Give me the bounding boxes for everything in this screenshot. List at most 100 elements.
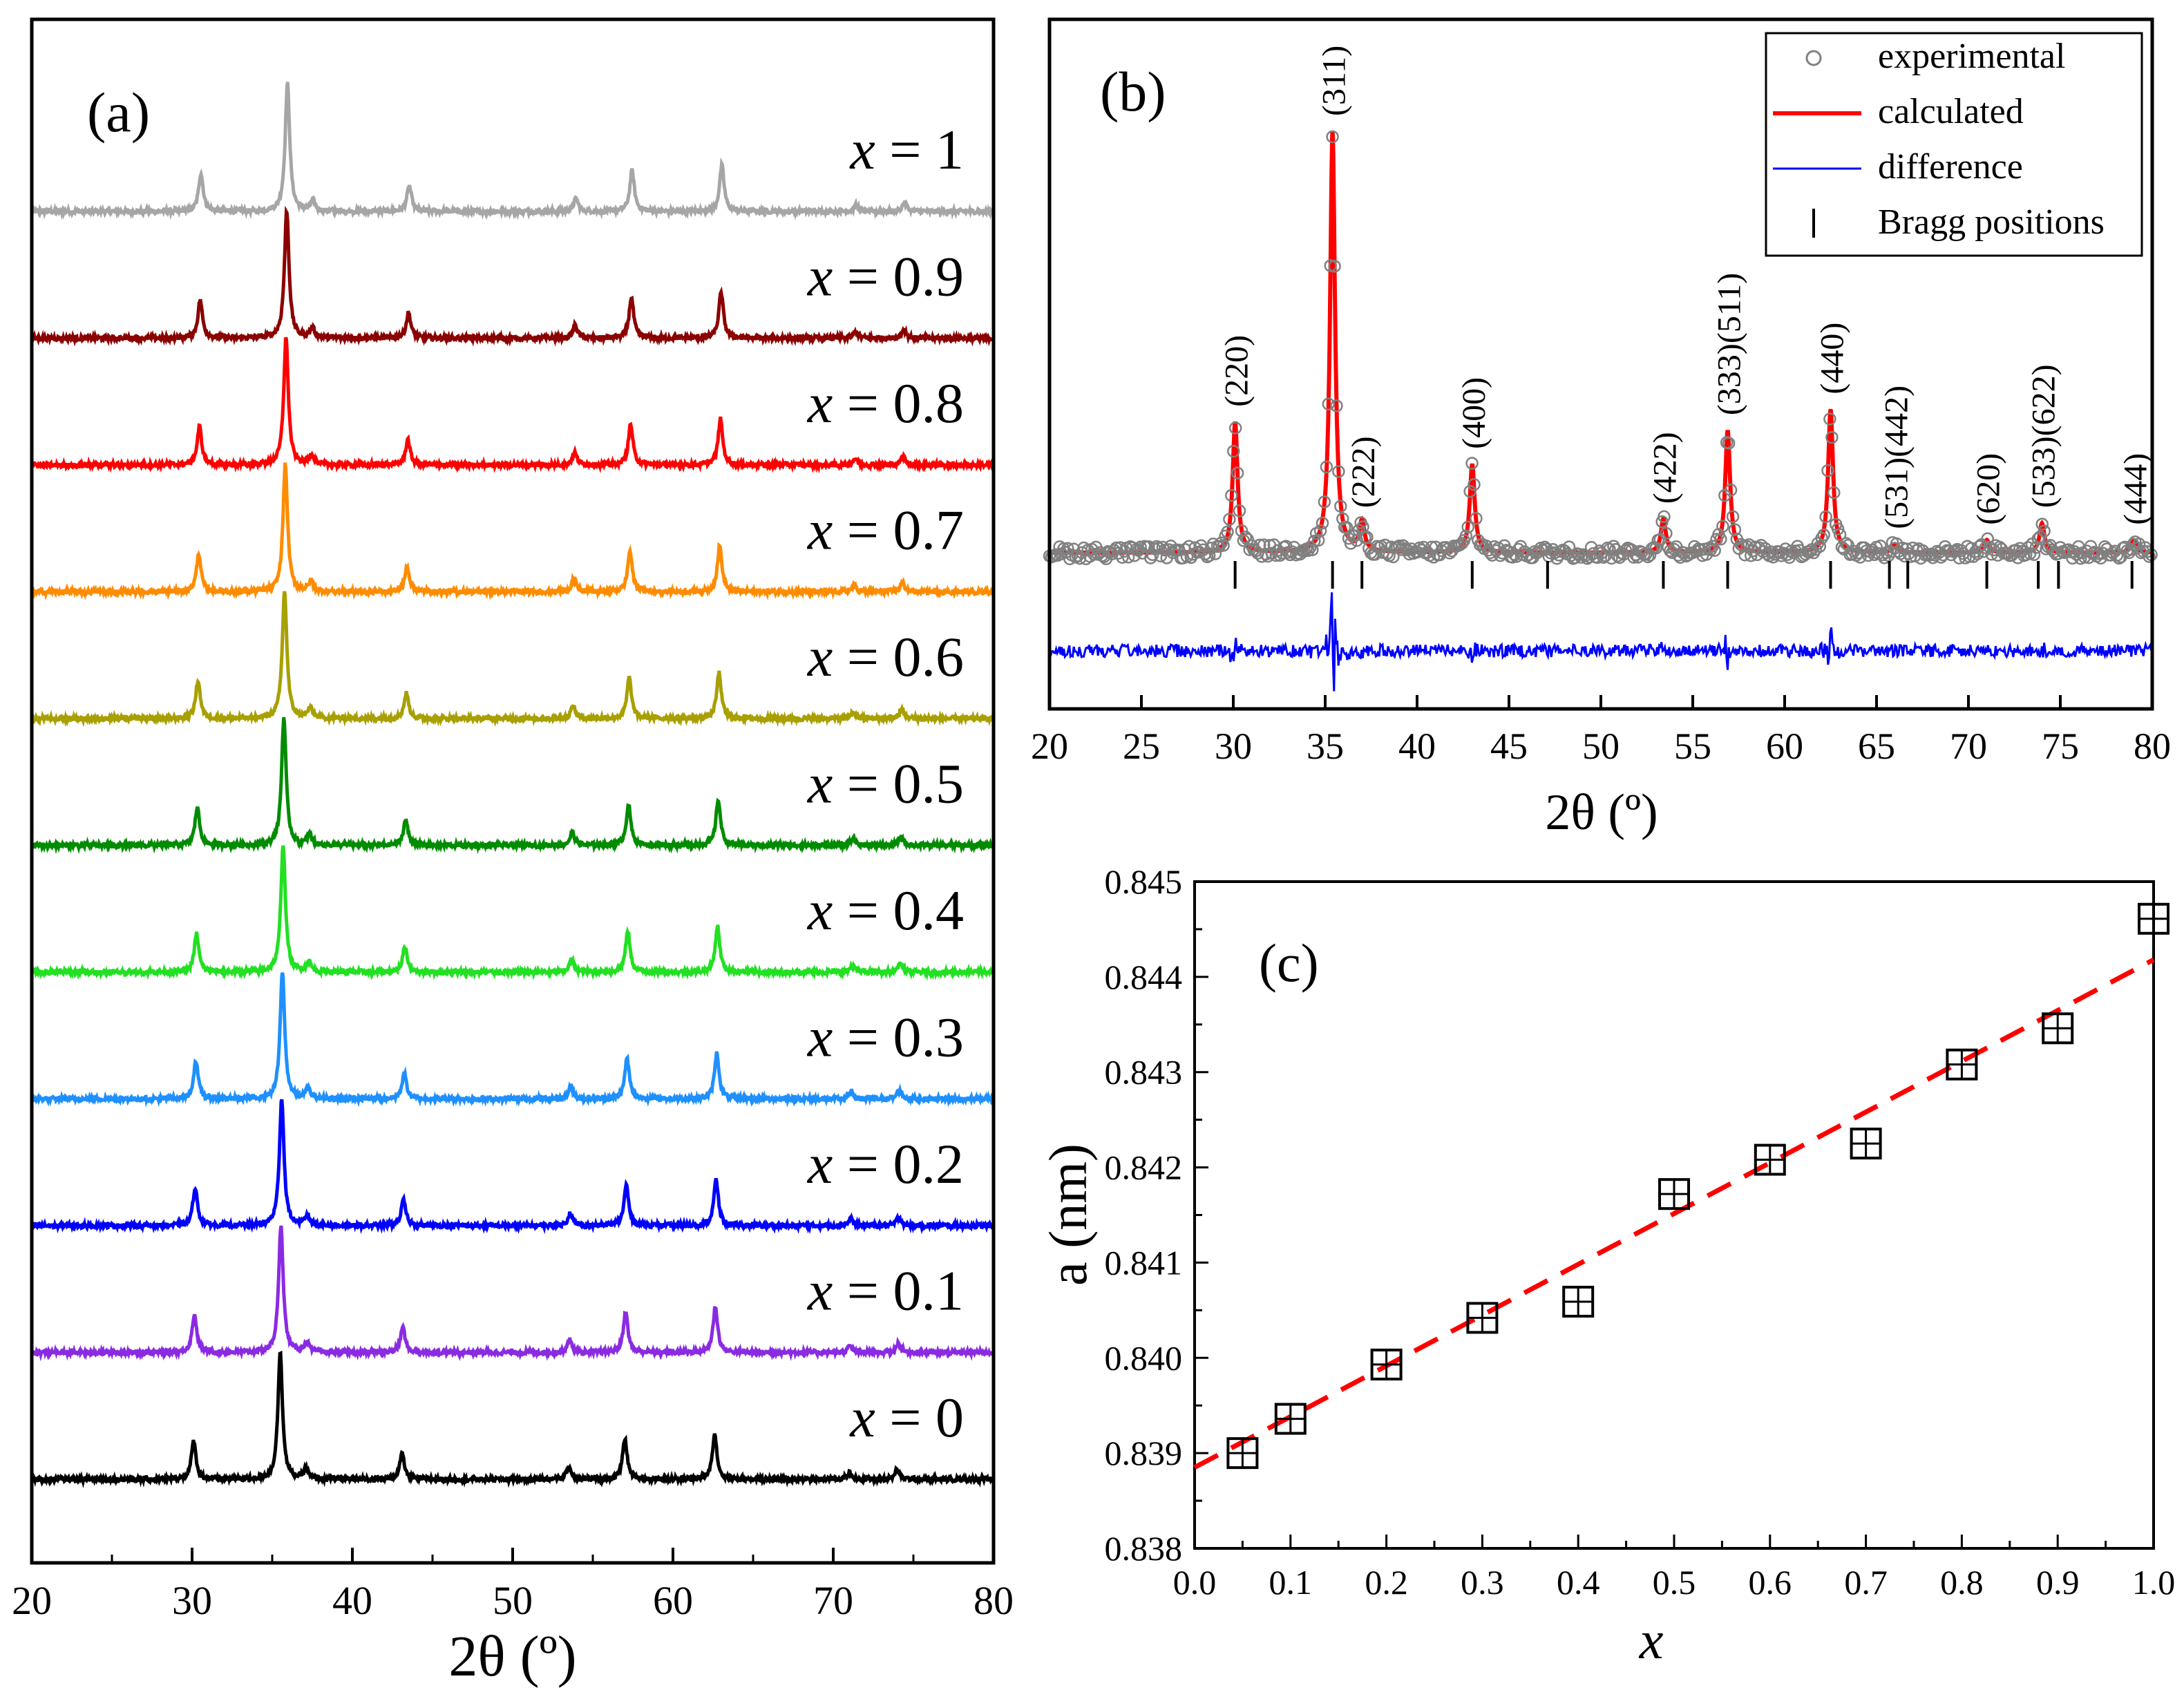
hkl-label: (333)(511) bbox=[1711, 273, 1748, 415]
data-point bbox=[1850, 1128, 1882, 1160]
xrd-trace bbox=[30, 591, 995, 728]
experimental-point bbox=[1781, 548, 1794, 561]
experimental-point bbox=[1156, 540, 1170, 554]
experimental-point bbox=[1825, 430, 1839, 444]
experimental-point bbox=[1453, 538, 1467, 551]
hkl-label: (531)(442) bbox=[1879, 386, 1915, 529]
experimental-point bbox=[1468, 478, 1481, 491]
experimental-point bbox=[1839, 537, 1853, 550]
data-point bbox=[1370, 1348, 1403, 1380]
panel-a-series-labels: x = 1 x = 0.9 x = 0.8 x = 0.7 x = 0.6 x = 0.5… bbox=[807, 118, 964, 1449]
data-point bbox=[2138, 902, 2169, 935]
panel-a-xrd-stack: 20 30 40 50 60 70 80 (a) x = 1x = 0.9x = 0.8x … bbox=[12, 17, 1014, 1689]
panel-c-ytick-label: 0.840 bbox=[1105, 1338, 1183, 1377]
legend-label: difference bbox=[1878, 147, 2023, 187]
data-point bbox=[1946, 1048, 1978, 1081]
hkl-label: (220) bbox=[1219, 335, 1255, 407]
series-label: x = 0 bbox=[849, 1386, 964, 1449]
panel-b-experimental-points bbox=[1043, 130, 2158, 566]
panel-c-ytick-label: 0.842 bbox=[1105, 1148, 1183, 1187]
experimental-point bbox=[1734, 538, 1747, 551]
experimental-point bbox=[1217, 539, 1230, 552]
panel-b-xtick-label: 35 bbox=[1307, 725, 1344, 767]
difference-line bbox=[1048, 592, 2152, 692]
panel-b-xtick-label: 75 bbox=[2042, 725, 2079, 767]
experimental-point bbox=[1823, 412, 1836, 426]
panel-c-xtick-label: 0.4 bbox=[1557, 1563, 1600, 1602]
panel-c-ytick-label: 0.844 bbox=[1105, 958, 1183, 996]
xrd-trace bbox=[30, 1350, 994, 1489]
experimental-point bbox=[1328, 260, 1341, 273]
legend-label: experimental bbox=[1878, 37, 2065, 76]
experimental-point bbox=[1311, 533, 1325, 547]
panel-c-ytick-label: 0.841 bbox=[1105, 1243, 1183, 1282]
series-label: x = 0.8 bbox=[807, 372, 964, 435]
data-point bbox=[1658, 1178, 1690, 1210]
experimental-point bbox=[1461, 520, 1474, 534]
experimental-point bbox=[2040, 542, 2053, 556]
series-label: x = 0.9 bbox=[807, 245, 964, 308]
experimental-point bbox=[2038, 524, 2051, 538]
panel-c-xtick-label: 0.6 bbox=[1749, 1563, 1792, 1602]
panel-c-ticks: 0.0 0.1 0.2 0.3 0.4 0.5 0.6 0.7 0.8 0.9 1.0 0.838 0.… bbox=[1105, 862, 2176, 1602]
experimental-point bbox=[1833, 528, 1847, 542]
panel-c-xtick-label: 0.5 bbox=[1653, 1563, 1696, 1602]
panel-a-label: (a) bbox=[87, 81, 150, 144]
hkl-label: (444) bbox=[2117, 453, 2154, 525]
series-label: x = 0.5 bbox=[807, 752, 964, 815]
hkl-label: (440) bbox=[1814, 323, 1851, 395]
data-point bbox=[1226, 1437, 1259, 1470]
experimental-point bbox=[2027, 548, 2041, 561]
panel-c-data-points bbox=[1226, 902, 2169, 1470]
data-point bbox=[2042, 1012, 2074, 1045]
series-label: x = 0.4 bbox=[807, 879, 964, 942]
panel-c-xtick-label: 0.3 bbox=[1461, 1563, 1504, 1602]
experimental-point bbox=[1599, 549, 1612, 562]
series-label: x = 0.6 bbox=[807, 625, 964, 688]
panel-a-xlabel: 2θ (º) bbox=[448, 1624, 576, 1689]
panel-b-xlabel: 2θ (º) bbox=[1545, 784, 1658, 841]
hkl-label: (400) bbox=[1456, 377, 1492, 449]
experimental-point bbox=[1774, 549, 1788, 562]
experimental-point bbox=[1716, 520, 1729, 533]
panel-c-ytick-label: 0.838 bbox=[1105, 1529, 1183, 1568]
experimental-point bbox=[1728, 523, 1742, 536]
experimental-point bbox=[1318, 495, 1331, 509]
experimental-point bbox=[1221, 525, 1234, 539]
panel-b-xtick-label: 65 bbox=[1858, 725, 1895, 767]
experimental-point bbox=[1324, 259, 1337, 272]
experimental-point bbox=[1071, 549, 1085, 562]
panel-a-xtick-label: 60 bbox=[653, 1578, 693, 1623]
panel-c-label: (c) bbox=[1259, 933, 1319, 993]
experimental-point bbox=[2132, 538, 2146, 551]
series-label: x = 0.2 bbox=[807, 1132, 964, 1195]
hkl-label: (311) bbox=[1316, 46, 1353, 116]
panel-c-xtick-label: 0.9 bbox=[2036, 1563, 2080, 1602]
panel-b-xtick-label: 80 bbox=[2134, 725, 2171, 767]
experimental-point bbox=[1562, 540, 1576, 553]
panel-b-bragg-ticks bbox=[1233, 561, 2134, 589]
panel-b-legend-box bbox=[1765, 32, 2143, 257]
experimental-point bbox=[2143, 550, 2156, 563]
panel-a-xtick-label: 50 bbox=[493, 1578, 533, 1623]
panel-b-refinement: (220) (311) (222) (400) (422) (333)(511) (440)… bbox=[1031, 17, 2171, 841]
panel-b-xtick-label: 20 bbox=[1031, 725, 1068, 767]
experimental-point bbox=[1455, 537, 1469, 550]
experimental-point bbox=[1208, 547, 1222, 560]
experimental-point bbox=[1239, 531, 1253, 544]
experimental-point bbox=[1223, 513, 1236, 526]
experimental-point bbox=[2096, 547, 2109, 560]
experimental-point bbox=[1459, 529, 1473, 543]
xrd-trace bbox=[30, 205, 994, 347]
panel-b-xtick-label: 25 bbox=[1123, 725, 1160, 767]
experimental-point bbox=[1658, 510, 1671, 524]
panel-a-xtick-label: 20 bbox=[12, 1578, 52, 1623]
experimental-point bbox=[1344, 537, 1358, 550]
experimental-point bbox=[2127, 538, 2140, 551]
hkl-label: (620) bbox=[1971, 453, 2007, 525]
panel-a-xtick-label: 70 bbox=[813, 1578, 853, 1623]
panel-b-label: (b) bbox=[1100, 60, 1166, 123]
data-point bbox=[1562, 1285, 1595, 1318]
experimental-point bbox=[1225, 488, 1238, 502]
